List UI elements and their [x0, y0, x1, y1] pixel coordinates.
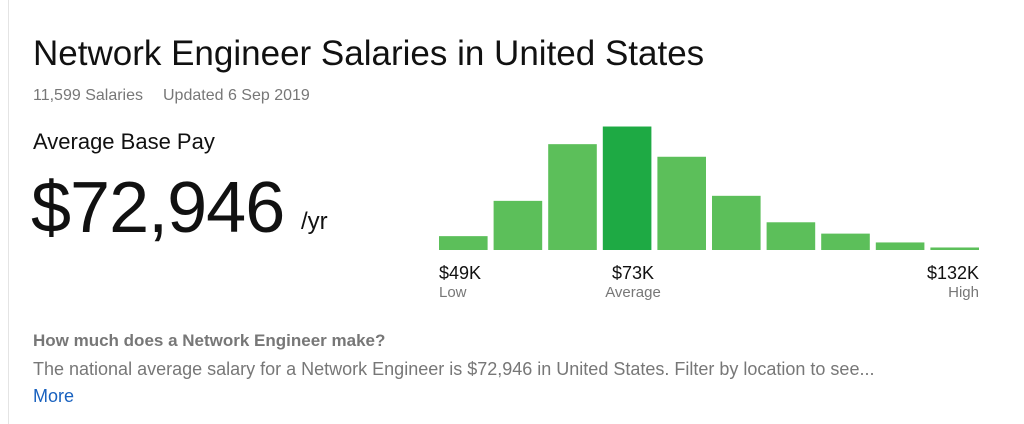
faq-answer: The national average salary for a Networ…	[33, 359, 875, 379]
histogram-bar	[930, 247, 979, 250]
histogram-bar	[439, 236, 488, 250]
histogram-bar	[548, 144, 597, 250]
high-value: $132K	[926, 263, 979, 283]
histogram-bar	[875, 242, 925, 250]
salary-count: 11,599 Salaries	[33, 87, 143, 104]
histogram-bar	[712, 195, 761, 250]
average-label: Average	[605, 284, 661, 301]
histogram-bar-average	[602, 126, 652, 250]
low-value: $49K	[439, 263, 482, 283]
axis-low: $49K Low	[439, 262, 481, 302]
axis-high: $132K High	[859, 262, 979, 302]
histogram-bar	[821, 233, 870, 250]
average-base-pay-amount: $72,946	[31, 168, 285, 248]
histogram-bar	[493, 200, 543, 250]
updated-date: Updated 6 Sep 2019	[163, 87, 310, 104]
page-title: Network Engineer Salaries in United Stat…	[33, 34, 705, 73]
more-link[interactable]: More	[33, 386, 75, 406]
high-label: High	[948, 284, 979, 301]
average-value: $73K	[611, 263, 655, 283]
faq-question: How much does a Network Engineer make?	[33, 331, 386, 350]
salary-distribution-chart	[439, 126, 979, 250]
histogram-bar	[766, 222, 816, 250]
average-base-pay-label: Average Base Pay	[33, 129, 215, 154]
pay-unit: /yr	[301, 208, 328, 235]
low-label: Low	[439, 284, 467, 301]
salary-card: Network Engineer Salaries in United Stat…	[8, 0, 1024, 424]
axis-average: $73K Average	[573, 262, 693, 302]
salary-meta: 11,599 Salaries Updated 6 Sep 2019	[33, 86, 310, 106]
histogram-bar	[657, 156, 706, 250]
